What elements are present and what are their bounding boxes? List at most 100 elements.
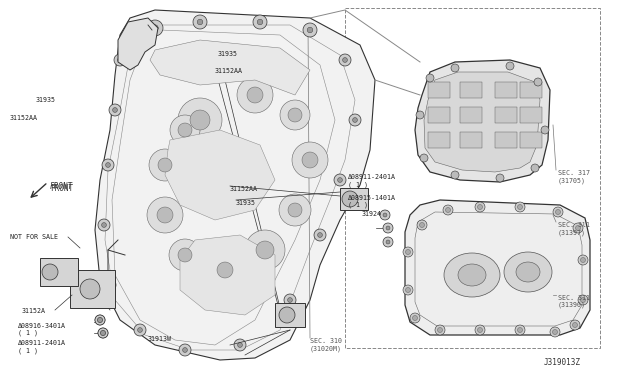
Text: FRONT: FRONT bbox=[50, 184, 73, 193]
Ellipse shape bbox=[444, 253, 500, 297]
Text: J319013Z: J319013Z bbox=[544, 358, 581, 367]
Circle shape bbox=[552, 330, 557, 334]
Circle shape bbox=[541, 126, 549, 134]
Circle shape bbox=[292, 142, 328, 178]
Circle shape bbox=[169, 239, 201, 271]
Polygon shape bbox=[180, 235, 275, 315]
Circle shape bbox=[314, 229, 326, 241]
Circle shape bbox=[578, 255, 588, 265]
Polygon shape bbox=[165, 130, 275, 220]
Circle shape bbox=[419, 222, 424, 228]
Circle shape bbox=[247, 87, 263, 103]
Circle shape bbox=[506, 62, 514, 70]
Circle shape bbox=[147, 197, 183, 233]
Ellipse shape bbox=[516, 262, 540, 282]
Text: Δ08916-3401A
( 1 ): Δ08916-3401A ( 1 ) bbox=[18, 323, 66, 337]
Text: SEC. 311
(31390): SEC. 311 (31390) bbox=[558, 295, 590, 308]
Ellipse shape bbox=[458, 264, 486, 286]
Circle shape bbox=[338, 177, 342, 182]
Circle shape bbox=[237, 343, 243, 347]
Text: SEC. 3l1
(31397): SEC. 3l1 (31397) bbox=[558, 222, 590, 235]
Polygon shape bbox=[118, 18, 158, 70]
Circle shape bbox=[475, 202, 485, 212]
Circle shape bbox=[416, 111, 424, 119]
Circle shape bbox=[287, 298, 292, 302]
Circle shape bbox=[531, 164, 539, 172]
Circle shape bbox=[152, 25, 158, 31]
Circle shape bbox=[556, 209, 561, 215]
Circle shape bbox=[118, 58, 122, 62]
Circle shape bbox=[553, 207, 563, 217]
Circle shape bbox=[280, 100, 310, 130]
Circle shape bbox=[435, 325, 445, 335]
Circle shape bbox=[578, 295, 588, 305]
Circle shape bbox=[573, 223, 583, 233]
Bar bbox=[495, 82, 517, 98]
Text: NOT FOR SALE: NOT FOR SALE bbox=[10, 234, 58, 240]
Text: SEC. 310
(31020M): SEC. 310 (31020M) bbox=[310, 338, 342, 352]
Circle shape bbox=[42, 264, 58, 280]
Circle shape bbox=[518, 327, 522, 333]
Circle shape bbox=[406, 250, 410, 254]
Circle shape bbox=[349, 114, 361, 126]
Circle shape bbox=[98, 328, 108, 338]
Circle shape bbox=[253, 15, 267, 29]
Circle shape bbox=[307, 27, 313, 33]
Circle shape bbox=[108, 283, 113, 288]
Circle shape bbox=[149, 149, 181, 181]
Circle shape bbox=[515, 202, 525, 212]
Circle shape bbox=[451, 171, 459, 179]
Bar bbox=[495, 107, 517, 123]
Bar bbox=[460, 132, 482, 148]
Circle shape bbox=[95, 315, 105, 325]
Circle shape bbox=[580, 298, 586, 302]
Circle shape bbox=[515, 325, 525, 335]
Circle shape bbox=[182, 347, 188, 352]
Circle shape bbox=[178, 123, 192, 137]
Bar bbox=[428, 107, 450, 123]
Circle shape bbox=[477, 205, 483, 209]
Circle shape bbox=[178, 98, 222, 142]
Circle shape bbox=[383, 213, 387, 217]
Polygon shape bbox=[415, 60, 550, 182]
Circle shape bbox=[193, 15, 207, 29]
Circle shape bbox=[353, 118, 357, 122]
Circle shape bbox=[234, 339, 246, 351]
Polygon shape bbox=[95, 10, 375, 360]
Circle shape bbox=[205, 150, 255, 200]
Bar bbox=[460, 107, 482, 123]
Text: Δ08915-1401A
( 1 ): Δ08915-1401A ( 1 ) bbox=[348, 195, 396, 208]
Circle shape bbox=[157, 207, 173, 223]
Circle shape bbox=[550, 327, 560, 337]
Circle shape bbox=[339, 54, 351, 66]
Bar bbox=[460, 82, 482, 98]
Circle shape bbox=[570, 320, 580, 330]
Text: 31913W: 31913W bbox=[148, 336, 172, 342]
Circle shape bbox=[279, 194, 311, 226]
Text: 31152AA: 31152AA bbox=[215, 68, 243, 74]
Circle shape bbox=[178, 248, 192, 262]
Bar bbox=[345, 8, 600, 348]
Circle shape bbox=[170, 115, 200, 145]
Circle shape bbox=[518, 205, 522, 209]
Circle shape bbox=[147, 20, 163, 36]
Circle shape bbox=[451, 64, 459, 72]
Circle shape bbox=[386, 226, 390, 230]
Bar bbox=[40, 258, 78, 286]
Circle shape bbox=[413, 315, 417, 321]
Circle shape bbox=[342, 58, 348, 62]
Circle shape bbox=[303, 23, 317, 37]
Circle shape bbox=[106, 163, 111, 167]
Circle shape bbox=[475, 325, 485, 335]
Circle shape bbox=[426, 74, 434, 82]
Circle shape bbox=[410, 313, 420, 323]
Circle shape bbox=[573, 323, 577, 327]
Circle shape bbox=[237, 77, 273, 113]
Circle shape bbox=[95, 315, 105, 325]
Circle shape bbox=[383, 237, 393, 247]
Circle shape bbox=[218, 163, 242, 187]
Circle shape bbox=[114, 54, 126, 66]
Circle shape bbox=[80, 279, 100, 299]
Circle shape bbox=[403, 247, 413, 257]
Circle shape bbox=[97, 317, 102, 323]
